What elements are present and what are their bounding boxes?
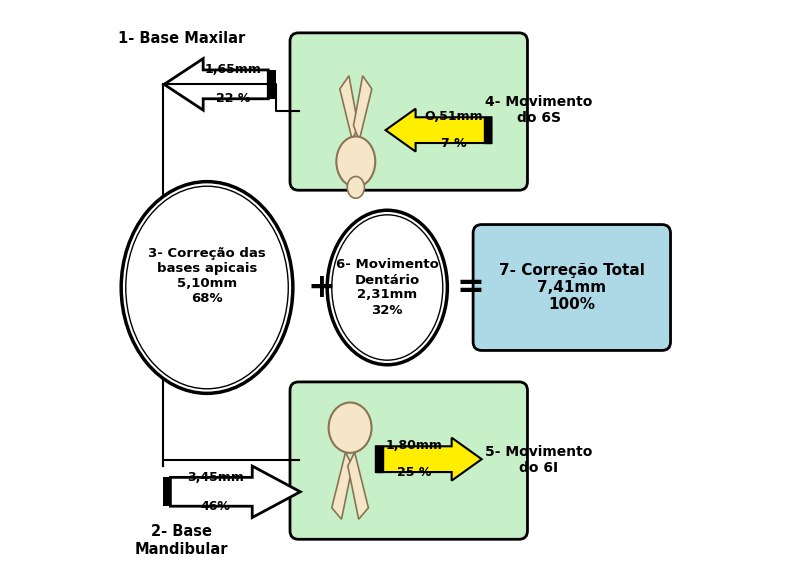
Text: 3- Correção das
bases apicais
5,10mm
68%: 3- Correção das bases apicais 5,10mm 68% xyxy=(148,247,266,305)
Polygon shape xyxy=(171,466,300,518)
Polygon shape xyxy=(354,76,372,140)
Text: 22 %: 22 % xyxy=(216,93,251,105)
Ellipse shape xyxy=(329,402,372,453)
Polygon shape xyxy=(164,59,268,110)
Ellipse shape xyxy=(332,215,443,360)
Ellipse shape xyxy=(327,210,447,365)
Bar xyxy=(163,477,171,506)
FancyBboxPatch shape xyxy=(290,382,527,539)
Text: +: + xyxy=(307,271,336,304)
Polygon shape xyxy=(340,76,358,140)
Text: 1- Base Maxilar: 1- Base Maxilar xyxy=(118,31,245,46)
FancyBboxPatch shape xyxy=(290,33,527,190)
Text: O,51mm: O,51mm xyxy=(424,110,483,123)
Text: 3,45mm: 3,45mm xyxy=(187,471,244,484)
Ellipse shape xyxy=(126,186,288,389)
Ellipse shape xyxy=(336,136,375,187)
Text: 25 %: 25 % xyxy=(397,466,431,479)
Bar xyxy=(376,446,384,472)
Polygon shape xyxy=(347,453,369,519)
Text: 5- Movimento
do 6I: 5- Movimento do 6I xyxy=(485,445,593,476)
Bar xyxy=(484,117,491,143)
Text: 46%: 46% xyxy=(200,500,230,513)
Text: =: = xyxy=(457,271,484,304)
Ellipse shape xyxy=(121,182,293,393)
Text: 4- Movimento
do 6S: 4- Movimento do 6S xyxy=(485,95,593,125)
Text: 2- Base
Mandibular: 2- Base Mandibular xyxy=(134,524,228,557)
Text: 7- Correção Total
7,41mm
100%: 7- Correção Total 7,41mm 100% xyxy=(498,263,645,312)
Text: 6- Movimento
Dentário
2,31mm
32%: 6- Movimento Dentário 2,31mm 32% xyxy=(336,259,439,316)
Text: 1,80mm: 1,80mm xyxy=(385,439,443,453)
Ellipse shape xyxy=(347,177,365,198)
Polygon shape xyxy=(376,438,482,481)
Polygon shape xyxy=(386,109,491,152)
Text: 1,65mm: 1,65mm xyxy=(205,63,262,76)
Text: 7 %: 7 % xyxy=(441,137,466,150)
Polygon shape xyxy=(332,453,352,519)
Bar xyxy=(268,70,276,99)
FancyBboxPatch shape xyxy=(473,225,670,350)
